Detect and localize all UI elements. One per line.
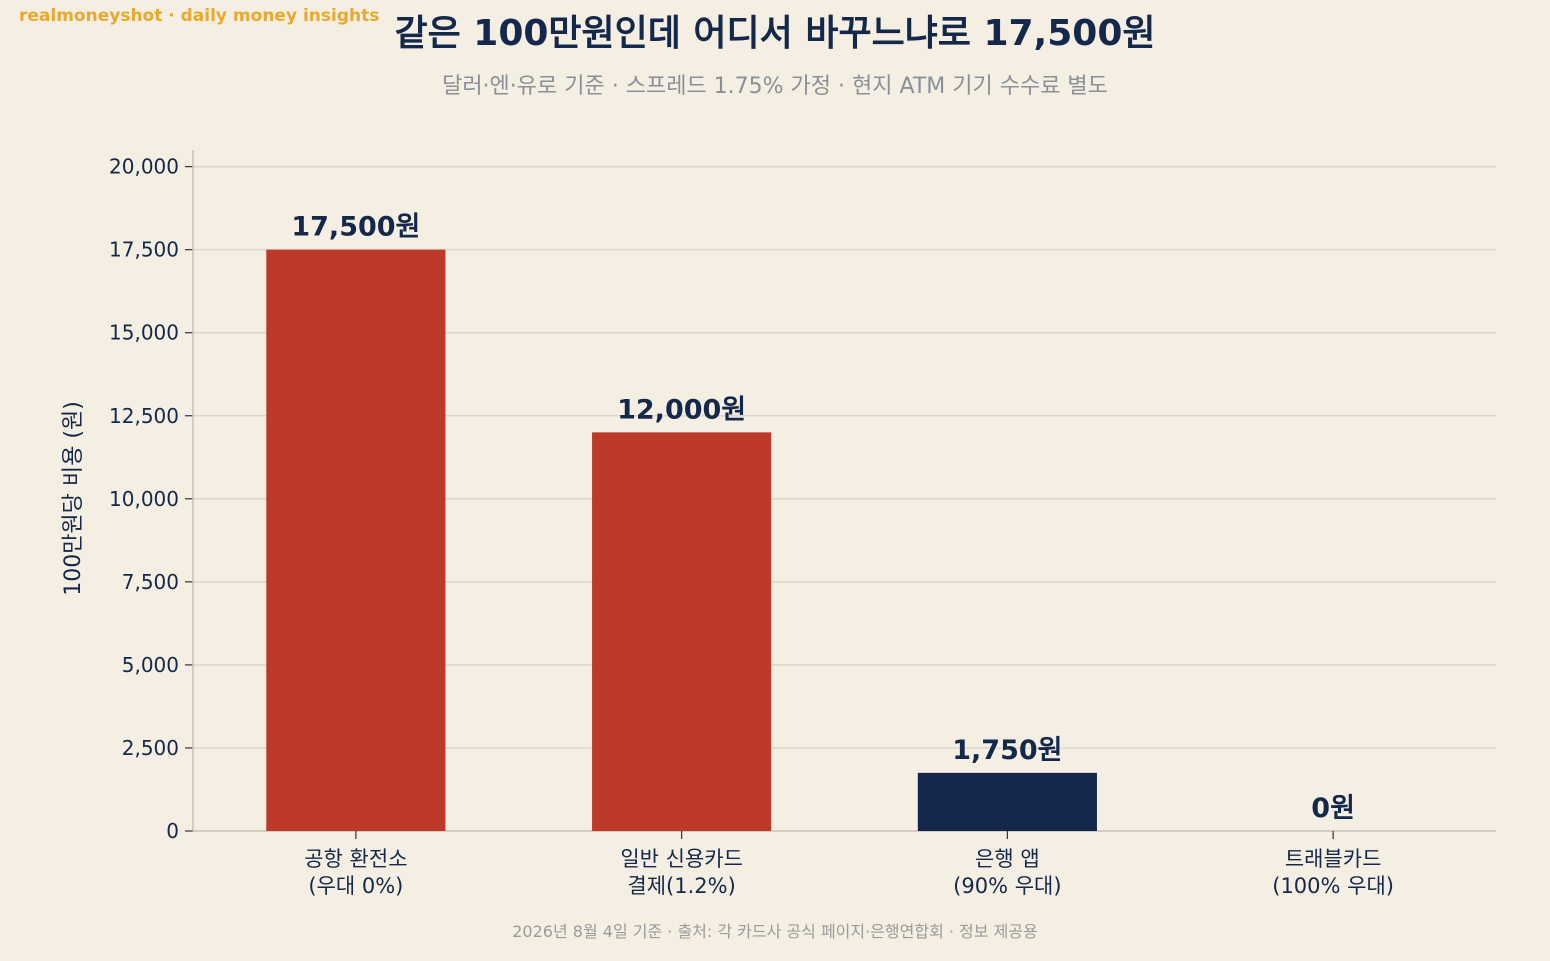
bar — [592, 432, 772, 831]
watermark: realmoneyshot · daily money insights — [19, 6, 380, 26]
y-tick-label: 12,500 — [109, 404, 179, 428]
y-tick-label: 20,000 — [109, 155, 179, 179]
y-tick-label: 0 — [166, 819, 179, 843]
data-label: 1,750원 — [952, 735, 1062, 766]
data-label: 17,500원 — [291, 212, 420, 243]
x-tick-label: 트래블카드 — [1285, 847, 1382, 871]
x-tick-label: 공항 환전소 — [304, 847, 407, 871]
x-tick-label: (100% 우대) — [1272, 874, 1394, 898]
y-tick-label: 15,000 — [109, 321, 179, 345]
data-label: 0원 — [1311, 793, 1355, 824]
data-label: 12,000원 — [617, 394, 746, 425]
chart-subtitle: 달러·엔·유로 기준 · 스프레드 1.75% 가정 · 현지 ATM 기기 수… — [442, 74, 1108, 99]
footer-source-note: 2026년 8월 4일 기준 · 출처: 각 카드사 공식 페이지·은행연합회 … — [512, 922, 1038, 941]
chart-title: 같은 100만원인데 어디서 바꾸느냐로 17,500원 — [394, 13, 1156, 54]
y-tick-label: 7,500 — [122, 570, 179, 594]
x-tick-label: (90% 우대) — [953, 874, 1061, 898]
y-tick-label: 5,000 — [122, 653, 179, 677]
y-axis-label: 100만원당 비용 (원) — [61, 401, 86, 596]
x-tick-label: 은행 앱 — [975, 847, 1040, 871]
x-tick-label: (우대 0%) — [308, 874, 403, 898]
y-tick-label: 2,500 — [122, 736, 179, 760]
bar — [917, 772, 1097, 831]
x-tick-label: 일반 신용카드 — [620, 847, 743, 871]
bar — [266, 249, 446, 831]
y-tick-label: 10,000 — [109, 487, 179, 511]
x-tick-label: 결제(1.2%) — [627, 874, 735, 898]
y-tick-label: 17,500 — [109, 238, 179, 262]
